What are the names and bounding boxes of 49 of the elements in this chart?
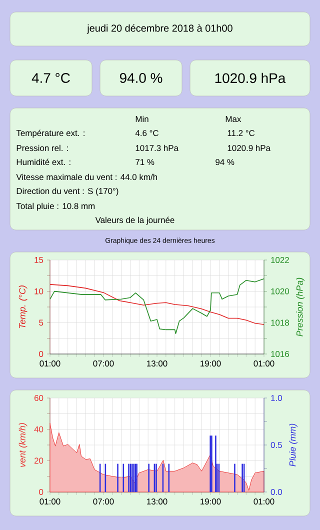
text: Humidité ext. : — [16, 158, 70, 166]
x-tick-label: 07:00 — [93, 360, 114, 367]
text: 1020.9 hPa — [228, 144, 270, 152]
text: 94.0 % — [120, 73, 162, 83]
y2-tick-label: 1020 — [271, 288, 290, 294]
text: 4.6 °C — [135, 130, 158, 136]
text: 94 % — [216, 159, 234, 166]
y2-axis-title: Pression (hPa) — [296, 278, 305, 336]
text: 4.7 °C — [32, 73, 70, 83]
text: Valeurs de la journée — [95, 216, 174, 225]
text: Max — [226, 116, 242, 122]
text: 1020.9 hPa — [215, 72, 286, 84]
y-tick-label: 0 — [39, 489, 44, 495]
y2-tick-label: 0.5 — [270, 442, 282, 448]
text: 71 % — [136, 159, 154, 166]
y2-tick-label: 0.0 — [270, 489, 282, 495]
y-tick-label: 0 — [39, 351, 44, 357]
y-tick-label: 15 — [34, 257, 44, 263]
text: 11.2 °C — [228, 130, 255, 136]
x-tick-label: 01:00 — [40, 360, 60, 367]
text: jeudi 20 décembre 2018 à 01h00 — [86, 24, 232, 34]
x-tick-label: 01:00 — [254, 360, 274, 367]
y2-tick-label: 1022 — [271, 257, 289, 263]
x-tick-label: 19:00 — [200, 498, 221, 505]
y2-tick-label: 1016 — [271, 351, 289, 357]
text: Direction du vent : S (170°) — [16, 188, 118, 196]
text: Min — [136, 116, 148, 122]
line-series — [50, 284, 264, 325]
y2-tick-label: 1018 — [271, 320, 289, 326]
x-tick-label: 01:00 — [254, 498, 274, 505]
x-tick-label: 13:00 — [147, 498, 168, 505]
y-axis-title: vent (km/h) — [18, 423, 28, 467]
y-tick-label: 60 — [34, 395, 44, 401]
text: Vitesse maximale du vent : 44.0 km/h — [16, 174, 157, 180]
text: Total pluie : 10.8 mm — [16, 202, 95, 211]
x-tick-label: 07:00 — [93, 498, 114, 505]
y-axis-title: Temp. (°C) — [18, 286, 28, 328]
y-tick-label: 20 — [34, 458, 44, 464]
y2-axis-title: Pluie (mm) — [289, 424, 298, 466]
x-tick-label: 19:00 — [200, 360, 221, 367]
text: 1017.3 hPa — [136, 144, 178, 152]
text: Pression rel. : — [16, 144, 68, 152]
y2-tick-label: 1.0 — [271, 395, 282, 401]
x-tick-label: 13:00 — [147, 360, 168, 367]
text: Température ext. : — [16, 130, 84, 138]
y-tick-label: 10 — [34, 288, 44, 294]
y-tick-label: 40 — [34, 426, 44, 432]
x-tick-label: 01:00 — [40, 498, 60, 505]
y-tick-label: 5 — [39, 320, 44, 326]
